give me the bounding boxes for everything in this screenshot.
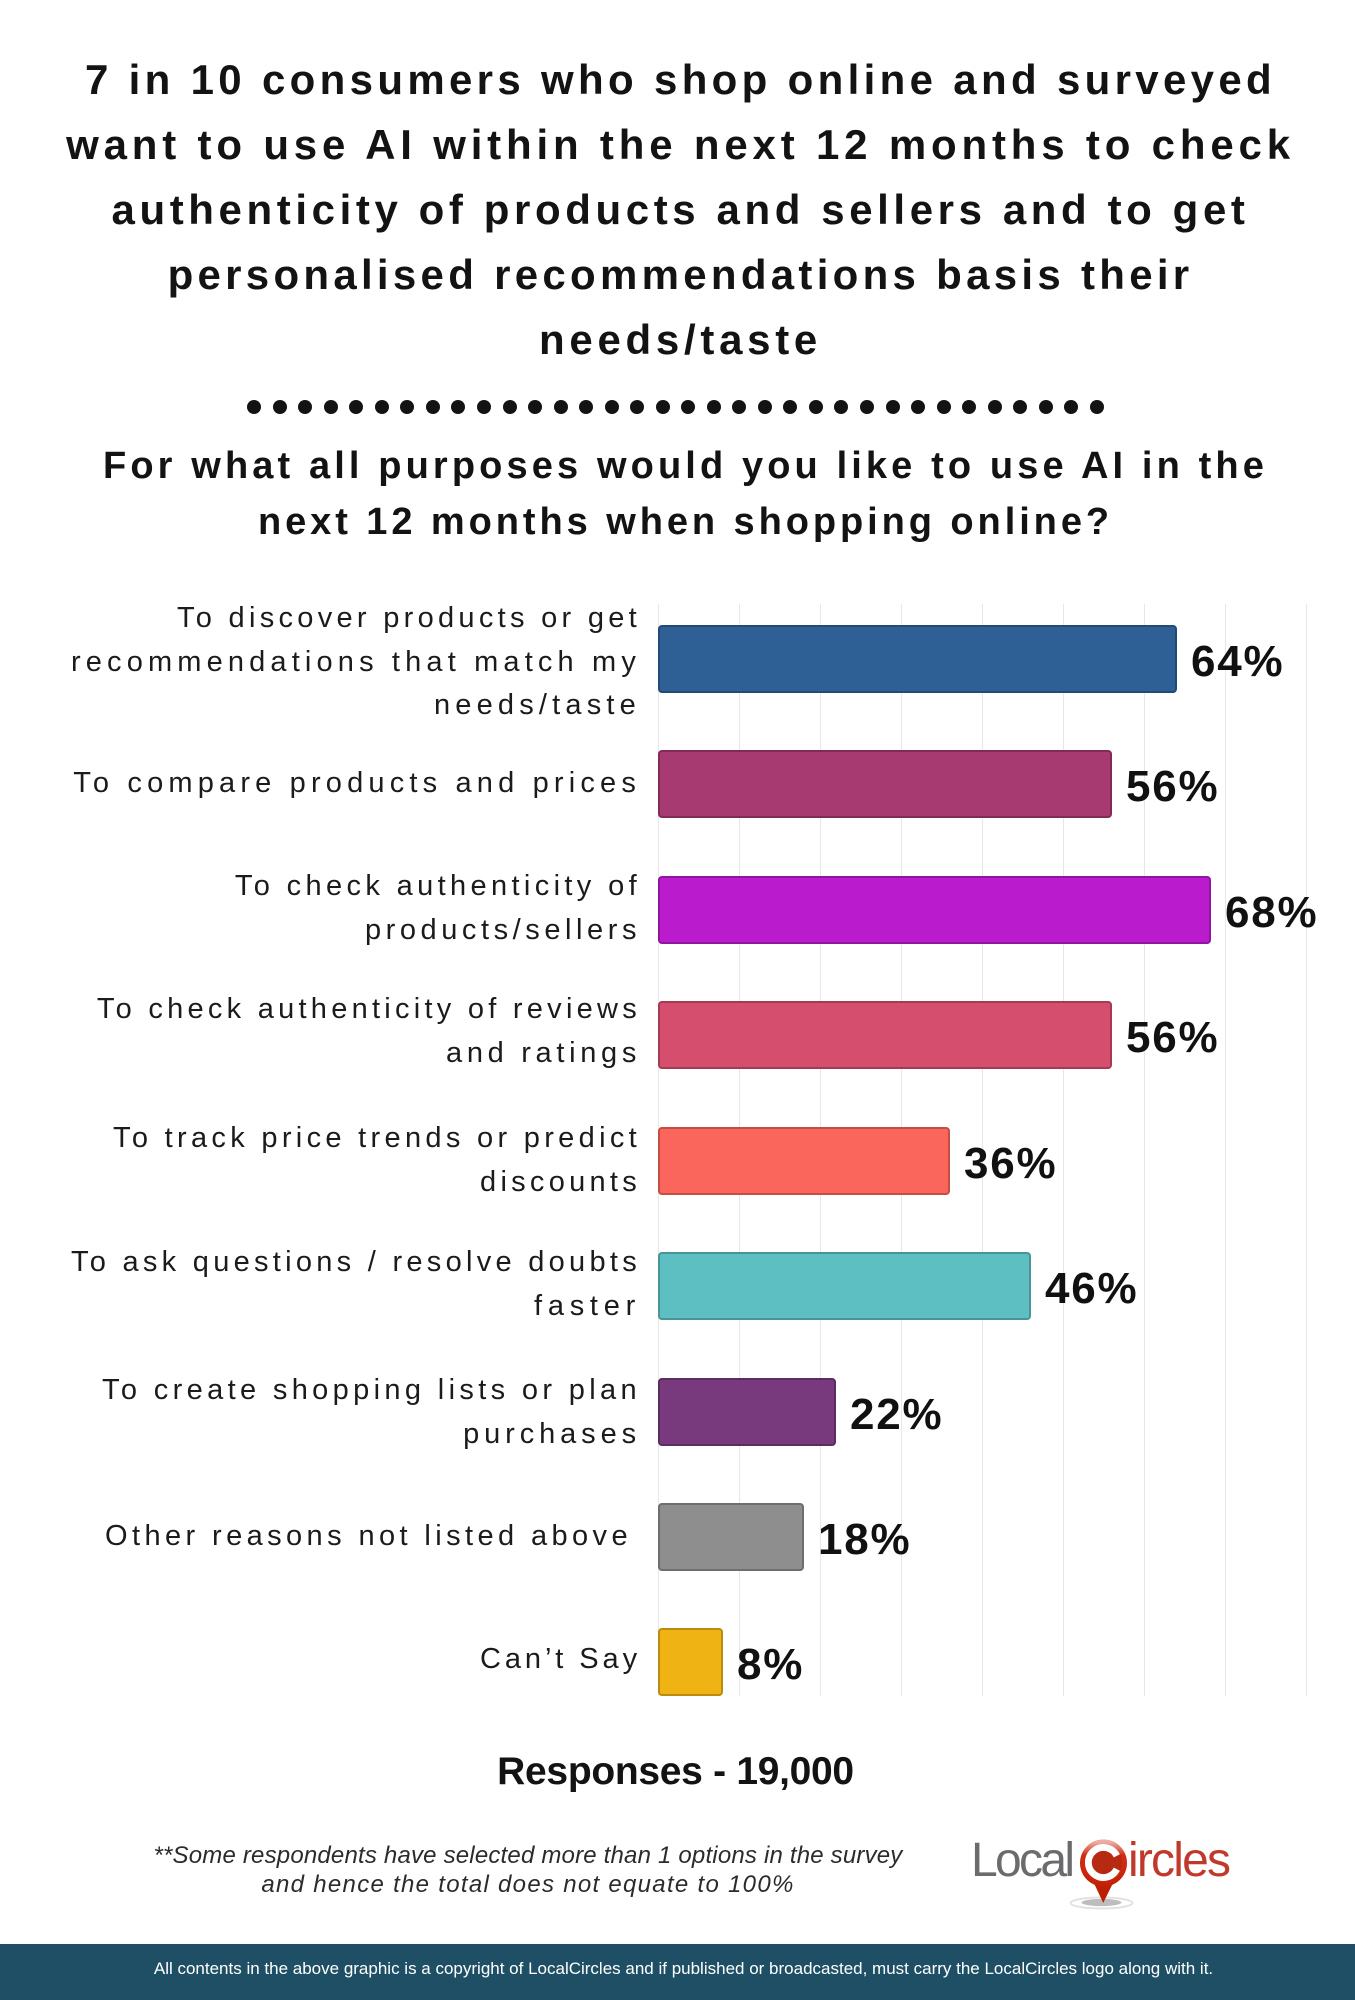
svg-text:Local: Local (971, 1834, 1075, 1887)
svg-text:ircles: ircles (1128, 1834, 1231, 1887)
